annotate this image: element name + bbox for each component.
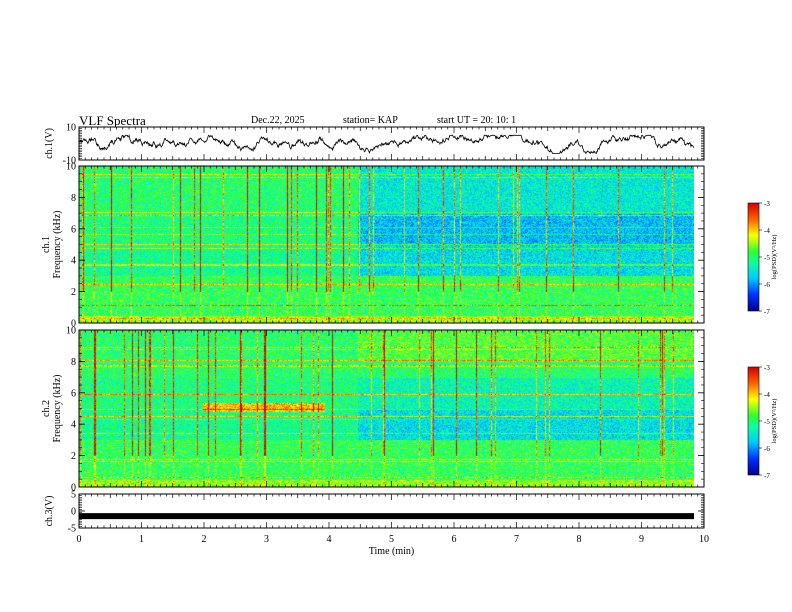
ch1-spectrogram-ylabel-freq: Frequency (kHz) [52, 210, 63, 278]
ch1-spectrogram-colorbar-tick-label: -7 [764, 308, 770, 316]
date-label: Dec.22, 2025 [251, 115, 305, 126]
station-label: station= KAP [343, 115, 398, 126]
x-tick-label: 6 [452, 534, 457, 545]
x-tick-label: 1 [139, 534, 144, 545]
ch2-spectrogram-ylabel-freq: Frequency (kHz) [52, 374, 63, 442]
ch1-spectrogram-ytick-label: 2 [71, 287, 76, 298]
ch2-spectrogram-ytick-label: 10 [66, 326, 76, 337]
ch3-ylabel: ch.3(V) [44, 496, 55, 527]
ch1-spectrogram-colorbar [747, 202, 760, 312]
x-tick-label: 3 [264, 534, 269, 545]
ch2-spectrogram-cells [79, 330, 694, 487]
x-tick-label: 2 [202, 534, 207, 545]
ch1-spectrogram-colorbar-tick-label: -6 [764, 281, 770, 289]
ch1-spectrogram-cells [79, 166, 694, 323]
ch2-spectrogram-colorbar-tick-label: -4 [764, 391, 770, 399]
x-tick-label: 8 [577, 534, 582, 545]
ch1-waveform-trace [78, 133, 695, 155]
ch2-spectrogram-colorbar-tick-label: -5 [764, 418, 770, 426]
chart-title: VLF Spectra [79, 113, 146, 128]
ch2-spectrogram-ylabel-ch: ch.2 [41, 400, 52, 417]
ch2-spectrogram-ytick-label: 2 [71, 451, 76, 462]
ch2-spectrogram-ytick-label: 0 [71, 483, 76, 494]
ch2-spectrogram-colorbar-tick-label: -3 [764, 364, 770, 372]
ch1-spectrogram-ytick-label: 0 [71, 319, 76, 330]
x-tick-label: 4 [327, 534, 332, 545]
x-tick-label: 9 [639, 534, 644, 545]
ch1-spectrogram-ytick-label: 8 [71, 193, 76, 204]
start-time-label: start UT = 20: 10: 1 [437, 115, 517, 126]
ch3-waveform-ytick-label: 5 [71, 490, 76, 501]
ch1-ylabel: ch.1(V) [44, 128, 55, 159]
ch1-spectrogram-ytick-label: 6 [71, 224, 76, 235]
x-axis-label: Time (min) [369, 546, 414, 557]
ch1-spectrogram-colorbar-tick-label: -5 [764, 254, 770, 262]
ch1-spectrogram-colorbar-label: log(PSD)(V²/Hz) [771, 235, 778, 280]
x-tick-label: 0 [77, 534, 82, 545]
ch2-spectrogram-ytick-label: 6 [71, 388, 76, 399]
x-tick-label: 10 [699, 534, 709, 545]
ch2-spectrogram-colorbar [747, 366, 760, 476]
ch2-spectrogram-colorbar-tick-label: -6 [764, 445, 770, 453]
ch1-spectrogram-colorbar-tick-label: -3 [764, 200, 770, 208]
ch1-waveform-ytick-label: 10 [66, 123, 76, 134]
ch1-spectrogram-ytick-label: 4 [71, 256, 76, 267]
ch1-spectrogram-colorbar-tick-label: -4 [764, 227, 770, 235]
ch2-spectrogram-ytick-label: 4 [71, 420, 76, 431]
ch3-waveform-ytick-label: -5 [68, 524, 76, 535]
ch2-spectrogram-ytick-label: 8 [71, 357, 76, 368]
ch2-spectrogram-colorbar-tick-label: -7 [764, 472, 770, 480]
ch1-spectrogram-ylabel-ch: ch.1 [41, 236, 52, 253]
x-tick-label: 7 [514, 534, 519, 545]
ch1-waveform-ytick-label: -10 [63, 156, 76, 167]
x-tick-label: 5 [389, 534, 394, 545]
ch2-spectrogram-colorbar-label: log(PSD)(V²/Hz) [771, 399, 778, 444]
ch1-spectrogram-ytick-label: 10 [66, 162, 76, 173]
ch3-waveform-ytick-label: 0 [71, 507, 76, 518]
